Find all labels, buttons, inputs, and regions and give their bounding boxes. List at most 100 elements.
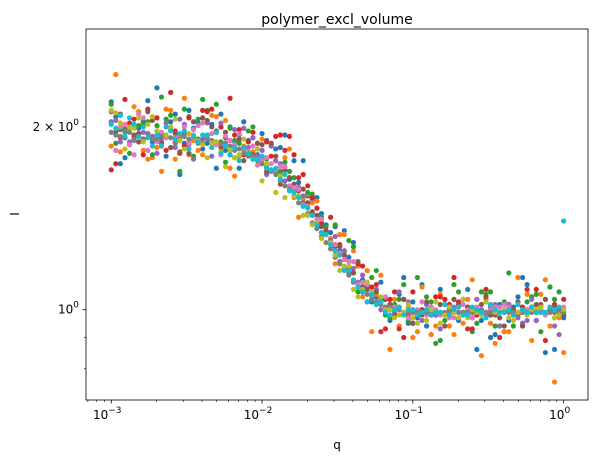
data-point	[291, 158, 297, 164]
data-point	[501, 329, 507, 335]
data-point	[533, 309, 539, 315]
data-point	[515, 301, 521, 308]
data-point	[501, 309, 507, 315]
data-point	[149, 136, 155, 142]
data-point	[245, 144, 251, 151]
data-point	[369, 296, 375, 302]
data-point	[113, 140, 119, 146]
data-point	[529, 337, 535, 344]
data-point	[364, 291, 370, 297]
data-point	[332, 242, 338, 248]
data-point	[524, 291, 530, 297]
x-axis-label: q	[333, 438, 341, 452]
plot-frame	[85, 28, 589, 401]
data-point	[268, 167, 274, 173]
data-point	[300, 203, 306, 209]
data-point	[172, 136, 178, 142]
data-point	[291, 152, 297, 158]
data-point	[428, 299, 434, 305]
data-point	[140, 147, 146, 153]
data-point	[369, 329, 375, 335]
data-point	[236, 146, 242, 152]
data-point	[209, 124, 215, 130]
data-point	[136, 139, 142, 145]
data-point	[131, 125, 137, 131]
data-point	[172, 156, 178, 162]
data-point	[355, 289, 361, 295]
data-point	[337, 252, 343, 258]
data-point	[556, 331, 562, 338]
data-point	[195, 116, 201, 122]
data-point	[309, 194, 315, 201]
data-point	[177, 137, 183, 144]
data-point	[273, 165, 279, 171]
data-point	[478, 289, 485, 295]
axes: 10−3 10−2 10−1 100 100 2 × 100	[33, 118, 571, 422]
data-point	[227, 95, 233, 101]
data-point	[158, 168, 165, 174]
data-point	[551, 323, 558, 329]
data-point	[401, 296, 407, 302]
data-point	[437, 294, 443, 300]
data-point	[200, 142, 206, 148]
data-point	[455, 309, 462, 315]
data-point	[250, 156, 256, 162]
data-point	[305, 183, 311, 189]
data-point	[510, 312, 516, 318]
data-point	[177, 168, 183, 174]
data-point	[396, 312, 402, 318]
data-point	[414, 312, 421, 318]
data-point	[487, 334, 494, 341]
data-point	[227, 137, 233, 144]
data-point	[145, 131, 151, 137]
data-point	[442, 312, 448, 318]
data-point	[460, 296, 466, 302]
data-point	[195, 139, 201, 145]
data-point	[232, 132, 238, 138]
data-point	[204, 109, 210, 115]
data-point	[259, 178, 265, 184]
data-point	[419, 317, 425, 324]
data-point	[291, 184, 297, 191]
data-point	[145, 121, 151, 127]
y-tick-label: 100	[58, 301, 79, 317]
data-point	[337, 231, 343, 238]
data-point	[478, 317, 485, 324]
data-point	[154, 144, 160, 151]
data-point	[551, 315, 558, 321]
data-point	[337, 267, 343, 274]
data-point	[222, 164, 229, 170]
data-point	[190, 119, 197, 125]
data-point	[437, 337, 443, 344]
data-point	[168, 119, 174, 125]
data-point	[524, 299, 530, 305]
data-point	[259, 161, 265, 167]
data-point	[524, 286, 530, 293]
data-point	[396, 296, 402, 302]
data-point	[245, 139, 251, 145]
data-point	[433, 299, 439, 305]
data-point	[122, 121, 128, 127]
data-point	[506, 329, 512, 335]
data-point	[282, 178, 288, 184]
data-point	[350, 259, 357, 265]
data-point	[204, 132, 210, 138]
data-point	[469, 315, 475, 321]
data-point	[213, 165, 219, 171]
data-point	[533, 317, 539, 324]
data-point	[209, 140, 215, 146]
data-point	[465, 312, 471, 318]
data-point	[410, 334, 416, 341]
data-point	[318, 210, 325, 217]
data-point	[200, 136, 206, 142]
data-point	[218, 111, 224, 117]
data-point	[209, 106, 215, 112]
data-point	[277, 164, 283, 170]
data-point	[154, 136, 160, 142]
data-point	[200, 146, 206, 152]
data-point	[259, 136, 265, 142]
data-point	[542, 309, 548, 315]
data-point	[373, 289, 379, 295]
data-point	[309, 222, 315, 228]
